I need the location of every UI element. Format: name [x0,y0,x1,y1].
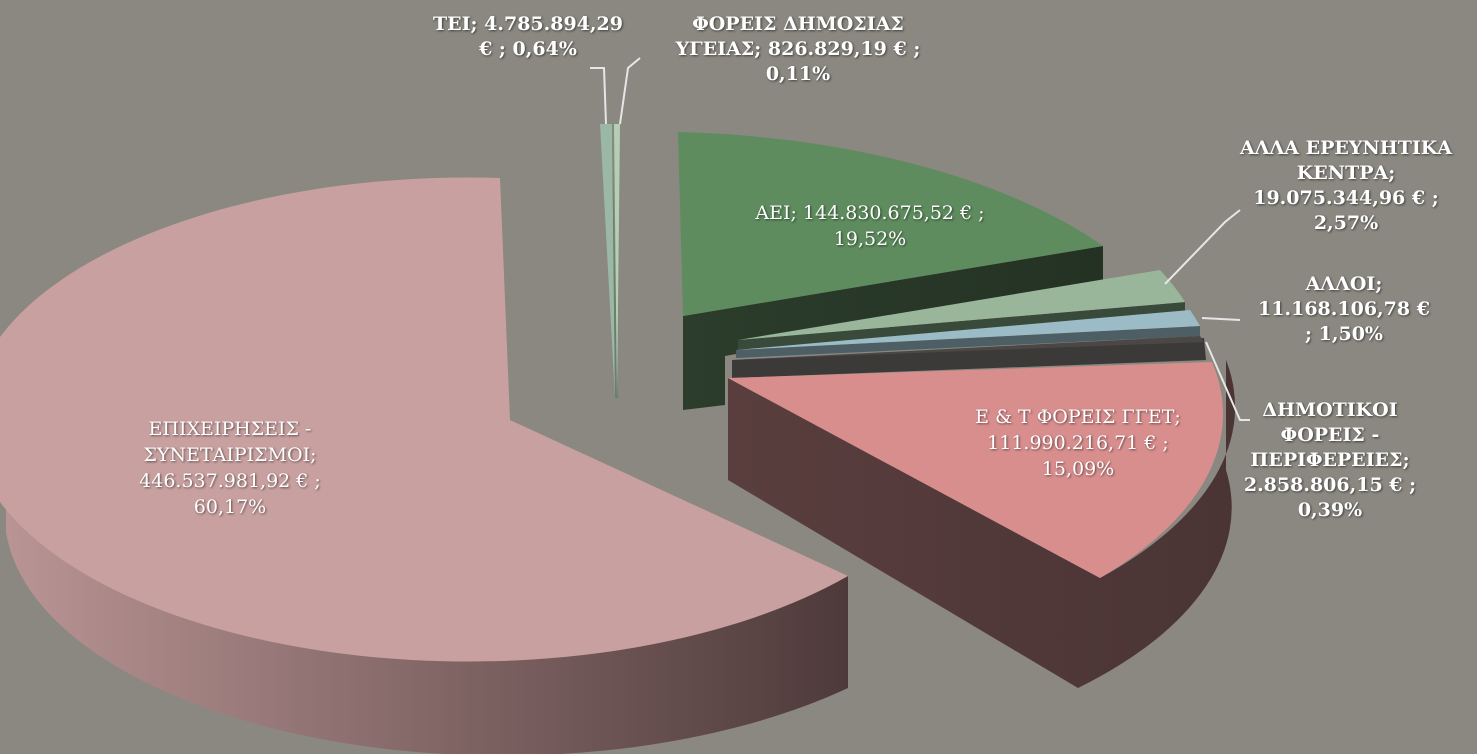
label-aei: ΑΕΙ; 144.830.675,52 € ; 19,52% [755,202,985,250]
label-tei: ΤΕΙ; 4.785.894,29 € ; 0,64% [433,13,623,60]
leader-lines [590,57,1250,421]
label-dimotikoi: ΔΗΜΟΤΙΚΟΙ ΦΟΡΕΙΣ - ΠΕΡΙΦΕΡΕΙΕΣ; 2.858.80… [1243,399,1417,521]
slice-aei-top [678,132,1103,316]
slice-epixeiriseis [0,177,848,754]
leader-dimotikoi [1205,341,1250,421]
slice-alla-kentra-side [738,302,1185,352]
slice-aei [678,132,1103,410]
slice-tei-top [600,124,615,398]
label-gget: Ε & Τ ΦΟΡΕΙΣ ΓΓΕΤ; 111.990.216,71 € ; 15… [975,406,1181,480]
slice-alloi [736,310,1200,358]
leader-ygeia [619,57,641,125]
slice-gget-top [728,362,1224,578]
slice-aei-side [683,246,1103,410]
label-epixeiriseis: ΕΠΙΧΕΙΡΗΣΕΙΣ - ΣΥΝΕΤΑΙΡΙΣΜΟΙ; 446.537.98… [139,418,321,518]
slice-epixeiriseis-top [0,177,848,662]
slice-gget-side [728,360,1236,688]
slice-gget [728,360,1236,688]
slice-ygeia-top [614,124,620,398]
slice-ygeia [614,124,620,398]
slice-alla-kentra [738,270,1185,352]
slice-alloi-top [736,310,1200,350]
label-alloi: ΑΛΛΟΙ; 11.168.106,78 € ; 1,50% [1258,273,1430,345]
slice-dimotikoi-side [732,338,1206,378]
slice-dimotikoi-top [732,336,1204,360]
label-ygeia: ΦΟΡΕΙΣ ΔΗΜΟΣΙΑΣ ΥΓΕΙΑΣ; 826.829,19 € ; 0… [675,13,921,85]
slice-alla-kentra-top [738,270,1185,340]
label-alla-kentra: ΑΛΛΑ ΕΡΕΥΝΗΤΙΚΑ ΚΕΝΤΡΑ; 19.075.344,96 € … [1240,137,1452,234]
leader-alloi [1201,317,1241,321]
slice-alloi-side [736,326,1200,358]
leader-alla-kentra [1164,209,1241,285]
leader-tei [590,67,607,125]
slice-dimotikoi [732,336,1206,378]
slice-epixeiriseis-side [6,420,848,754]
